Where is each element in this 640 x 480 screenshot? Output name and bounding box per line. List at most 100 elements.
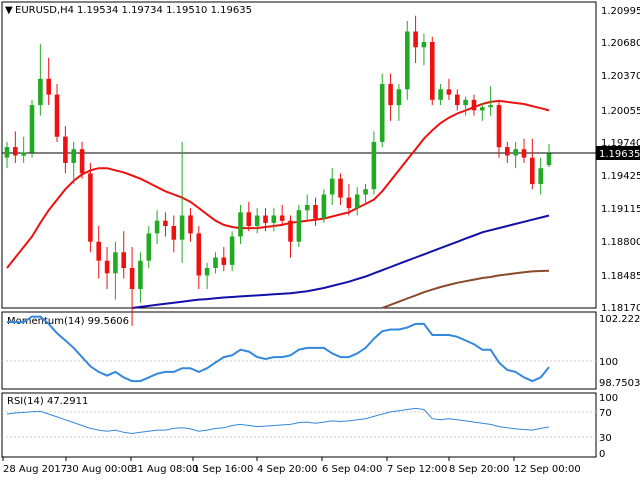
- candle: [79, 141, 85, 179]
- candle-body: [13, 147, 18, 156]
- time-tick-label: 7 Sep 12:00: [387, 464, 447, 475]
- candle-body: [488, 105, 493, 108]
- ohlc-readout: 1.19534 1.19734 1.19510 1.19635: [77, 5, 252, 16]
- candle: [379, 73, 385, 148]
- candle-body: [421, 42, 427, 48]
- candle-body: [413, 31, 418, 48]
- moving-averages: [6, 99, 550, 309]
- candle: [54, 84, 60, 142]
- candle-body: [129, 268, 135, 289]
- candle: [154, 210, 160, 244]
- candle: [421, 33, 427, 66]
- candle: [321, 189, 327, 223]
- candle: [104, 247, 110, 290]
- candle-body: [229, 236, 235, 265]
- momentum-tick: 100: [599, 357, 618, 368]
- candle-body: [371, 141, 377, 190]
- candle: [38, 44, 43, 116]
- time-tick-label: 31 Aug 08:00: [131, 464, 198, 475]
- candle-body: [196, 233, 202, 276]
- candle-body: [246, 212, 252, 226]
- candle: [13, 131, 18, 163]
- candle-body: [471, 99, 477, 111]
- candle-body: [321, 194, 327, 219]
- candle-body: [4, 147, 10, 158]
- ma-mid-line: [131, 214, 550, 309]
- candle: [438, 84, 443, 106]
- candle: [146, 225, 152, 269]
- candle-body: [505, 147, 510, 156]
- candle: [246, 201, 252, 232]
- candle: [304, 194, 310, 221]
- time-tick-label: 1 Sep 16:00: [193, 464, 253, 475]
- candle-body: [296, 210, 302, 242]
- candle-body: [430, 42, 435, 100]
- candle-body: [171, 226, 177, 240]
- candle-body: [329, 178, 335, 195]
- ma-fast-line: [6, 99, 550, 269]
- momentum-path: [7, 315, 550, 383]
- candle-body: [546, 153, 552, 166]
- candles: [4, 15, 552, 326]
- candle-body: [104, 260, 110, 274]
- price-tick: 1.19115: [601, 204, 640, 215]
- candle: [363, 183, 368, 205]
- candle-body: [213, 257, 218, 268]
- rsi-path: [6, 407, 550, 435]
- rsi-panel-frame: [1, 392, 597, 458]
- candle: [196, 225, 202, 290]
- candle-body: [221, 257, 227, 265]
- candle: [405, 20, 410, 100]
- candle: [329, 168, 335, 205]
- candle: [71, 141, 76, 184]
- candle-body: [263, 215, 268, 223]
- candle-body: [154, 220, 160, 234]
- candle-body: [279, 215, 285, 221]
- candle: [221, 247, 227, 272]
- candle: [229, 231, 235, 272]
- candle: [530, 138, 535, 190]
- time-tick-label: 6 Sep 04:00: [322, 464, 382, 475]
- candle: [346, 183, 352, 216]
- candle: [138, 252, 143, 303]
- candle: [238, 204, 243, 244]
- time-tick-label: 28 Aug 2017: [3, 464, 67, 475]
- candle: [371, 131, 377, 195]
- candle: [63, 126, 68, 174]
- rsi-label: RSI(14) 47.2911: [7, 396, 88, 407]
- candle-body: [496, 105, 502, 148]
- candle: [471, 94, 477, 116]
- time-tick-label: 30 Aug 00:00: [66, 464, 133, 475]
- price-axis: 1.20995 1.20680 1.20370 1.20055 1.19740 …: [601, 6, 640, 314]
- candle: [354, 187, 360, 216]
- candle-body: [121, 252, 126, 269]
- candle: [4, 141, 10, 169]
- candle-body: [79, 149, 85, 174]
- candle: [179, 141, 185, 263]
- candle-body: [530, 157, 535, 184]
- price-tick: 1.20995: [601, 6, 640, 17]
- candle-body: [538, 168, 543, 184]
- candle: [188, 208, 193, 242]
- rsi-tick: 30: [599, 433, 612, 444]
- time-tick-label: 12 Sep 00:00: [514, 464, 581, 475]
- candle: [21, 136, 26, 163]
- candle: [271, 208, 277, 232]
- candle-body: [513, 149, 518, 156]
- candle-body: [63, 136, 68, 163]
- candle-body: [288, 220, 293, 242]
- candle-body: [254, 215, 260, 226]
- collapse-triangle-icon[interactable]: ▼: [5, 5, 13, 16]
- rsi-tick: 100: [599, 393, 618, 404]
- price-tick: 1.18170: [601, 303, 640, 314]
- candle-body: [179, 215, 185, 240]
- candle-body: [113, 252, 118, 274]
- candle-body: [188, 215, 193, 234]
- candle-body: [346, 197, 352, 209]
- candle: [488, 86, 493, 116]
- price-tick: 1.20370: [601, 71, 640, 82]
- ma-slow-line: [381, 269, 550, 309]
- candle-body: [54, 94, 60, 137]
